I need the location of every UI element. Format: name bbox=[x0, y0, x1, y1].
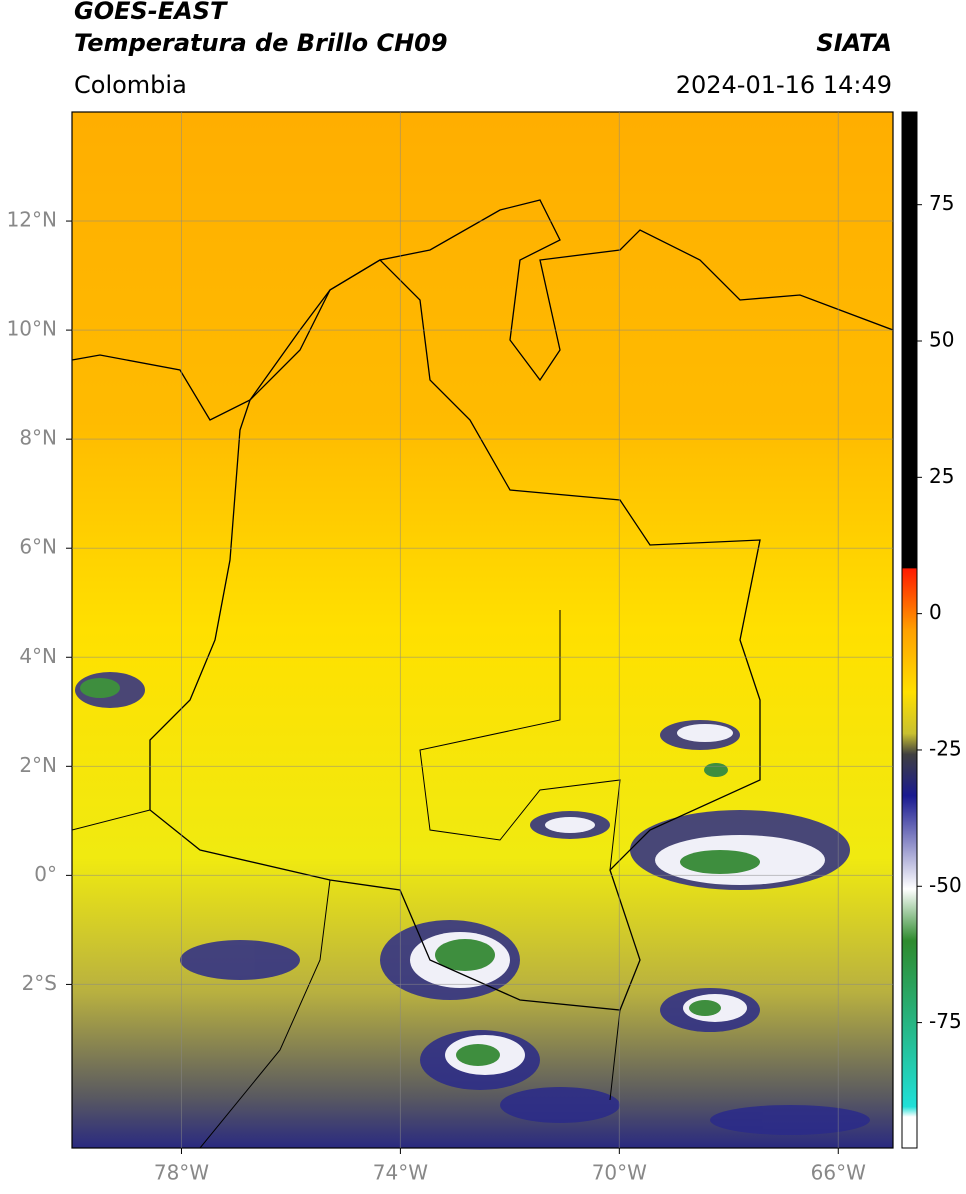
region: Colombia bbox=[74, 71, 187, 99]
colorbar-tick-label: -75 bbox=[929, 1009, 962, 1033]
map-frame bbox=[71, 111, 894, 1149]
y-tick-label: 12°N bbox=[7, 208, 57, 232]
subtitle: Temperatura de Brillo CH09 bbox=[74, 29, 448, 57]
source: SIATA bbox=[816, 29, 892, 57]
y-tick-label: 0° bbox=[34, 862, 57, 886]
colorbar-tick-label: 0 bbox=[929, 600, 942, 624]
colorbar-tick-label: 25 bbox=[929, 464, 954, 488]
x-tick-label: 70°W bbox=[592, 1161, 647, 1185]
y-tick-label: 6°N bbox=[19, 535, 57, 559]
colorbar-tick-label: -25 bbox=[929, 736, 962, 760]
y-tick-label: 4°N bbox=[19, 644, 57, 668]
colorbar-tick-label: 50 bbox=[929, 328, 954, 352]
colorbar bbox=[901, 111, 918, 1149]
y-tick-label: 2°S bbox=[22, 971, 57, 995]
colorbar-tick-label: -50 bbox=[929, 873, 962, 897]
y-tick-label: 10°N bbox=[7, 317, 57, 341]
title: GOES-EAST bbox=[74, 0, 228, 25]
map-image bbox=[72, 112, 893, 1148]
x-tick-label: 74°W bbox=[373, 1161, 428, 1185]
x-tick-label: 66°W bbox=[811, 1161, 866, 1185]
datetime: 2024-01-16 14:49 bbox=[676, 71, 892, 99]
y-tick-label: 2°N bbox=[19, 753, 57, 777]
colorbar-tick-label: 75 bbox=[929, 191, 954, 215]
x-tick-label: 78°W bbox=[154, 1161, 209, 1185]
y-tick-label: 8°N bbox=[19, 426, 57, 450]
